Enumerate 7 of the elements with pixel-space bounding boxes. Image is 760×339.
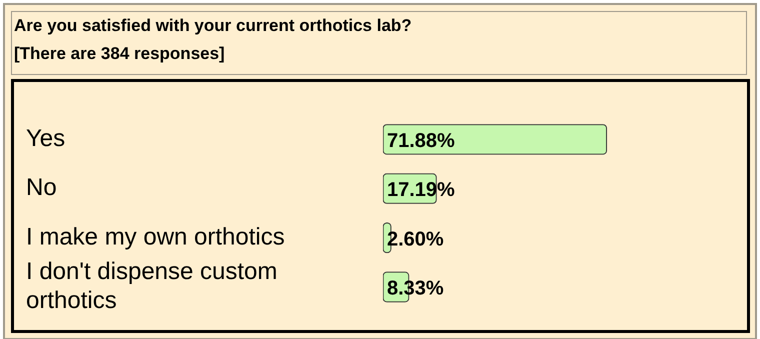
y-tick-label: No bbox=[26, 174, 57, 202]
y-tick-label: I make my own orthotics bbox=[26, 223, 285, 250]
text: Are you satisfied with your current orthotics lab? bbox=[14, 15, 413, 37]
text: [There are 384 responses] bbox=[14, 43, 226, 65]
y-tick-label: Yes bbox=[26, 125, 66, 152]
y-tick-label: I don't dispense custom orthotics bbox=[26, 258, 278, 314]
data-label: 71.88% bbox=[387, 130, 456, 152]
